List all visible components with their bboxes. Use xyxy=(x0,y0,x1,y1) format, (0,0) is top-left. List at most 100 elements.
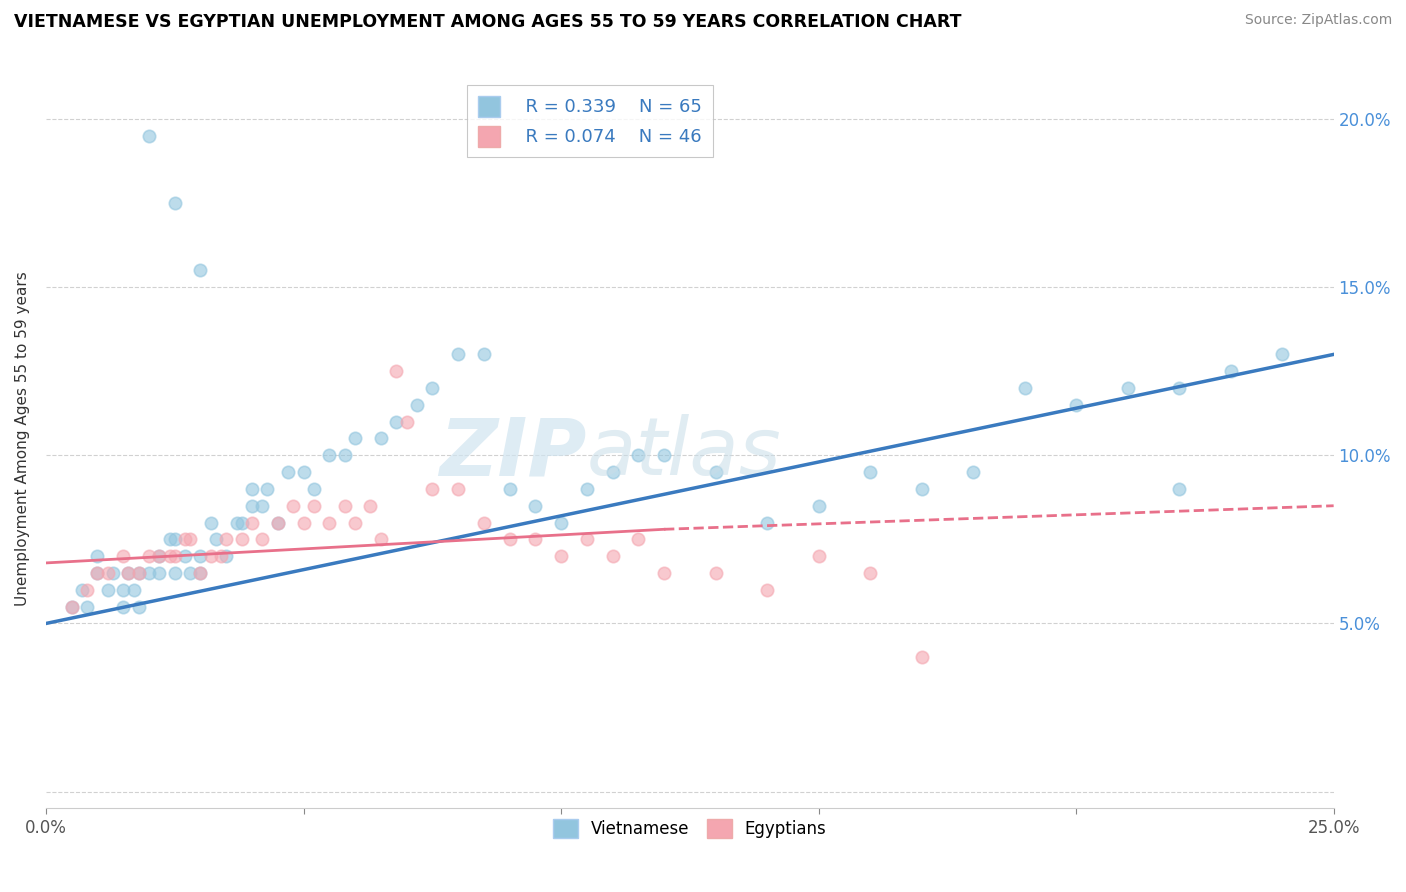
Point xyxy=(1168,381,1191,395)
Point xyxy=(112,549,135,564)
Point xyxy=(97,566,120,580)
Point xyxy=(550,549,572,564)
Point xyxy=(101,566,124,580)
Point xyxy=(602,465,624,479)
Point xyxy=(385,415,408,429)
Point xyxy=(215,549,238,564)
Text: Source: ZipAtlas.com: Source: ZipAtlas.com xyxy=(1244,13,1392,28)
Point xyxy=(148,566,170,580)
Point xyxy=(1064,398,1087,412)
Point xyxy=(174,533,197,547)
Point xyxy=(128,566,150,580)
Point xyxy=(420,381,443,395)
Point xyxy=(652,566,675,580)
Point xyxy=(200,549,222,564)
Point xyxy=(343,432,366,446)
Point xyxy=(267,516,290,530)
Point xyxy=(190,549,212,564)
Point xyxy=(148,549,170,564)
Point xyxy=(252,533,274,547)
Point xyxy=(122,582,145,597)
Point xyxy=(627,448,650,462)
Point xyxy=(174,549,197,564)
Point xyxy=(756,516,779,530)
Point xyxy=(498,533,520,547)
Point xyxy=(76,582,98,597)
Point xyxy=(1116,381,1139,395)
Point xyxy=(179,533,201,547)
Point xyxy=(652,448,675,462)
Point xyxy=(472,516,495,530)
Point xyxy=(575,482,598,496)
Point xyxy=(1271,347,1294,361)
Point xyxy=(117,566,139,580)
Point xyxy=(256,482,278,496)
Point xyxy=(117,566,139,580)
Point xyxy=(292,465,315,479)
Point xyxy=(112,599,135,614)
Point xyxy=(602,549,624,564)
Point xyxy=(159,549,181,564)
Point xyxy=(704,566,727,580)
Point xyxy=(148,549,170,564)
Point xyxy=(910,650,932,665)
Point xyxy=(524,499,547,513)
Point xyxy=(359,499,381,513)
Point xyxy=(472,347,495,361)
Point xyxy=(76,599,98,614)
Point xyxy=(318,448,340,462)
Point xyxy=(252,499,274,513)
Point xyxy=(962,465,984,479)
Point xyxy=(807,499,830,513)
Point xyxy=(627,533,650,547)
Point xyxy=(267,516,290,530)
Point xyxy=(447,482,470,496)
Point xyxy=(240,516,263,530)
Point xyxy=(231,533,253,547)
Point xyxy=(370,533,392,547)
Point xyxy=(60,599,83,614)
Point xyxy=(1219,364,1241,378)
Point xyxy=(283,499,305,513)
Point xyxy=(524,533,547,547)
Point xyxy=(163,533,186,547)
Point xyxy=(215,533,238,547)
Point xyxy=(70,582,93,597)
Point xyxy=(163,566,186,580)
Point xyxy=(60,599,83,614)
Point xyxy=(385,364,408,378)
Legend: Vietnamese, Egyptians: Vietnamese, Egyptians xyxy=(547,812,834,845)
Point xyxy=(292,516,315,530)
Point xyxy=(550,516,572,530)
Point xyxy=(205,533,228,547)
Point xyxy=(86,566,108,580)
Point xyxy=(405,398,427,412)
Point xyxy=(240,482,263,496)
Point xyxy=(333,448,356,462)
Point xyxy=(302,499,325,513)
Point xyxy=(112,582,135,597)
Point xyxy=(128,566,150,580)
Point xyxy=(97,582,120,597)
Point xyxy=(395,415,418,429)
Point xyxy=(704,465,727,479)
Point xyxy=(138,549,160,564)
Point xyxy=(318,516,340,530)
Point xyxy=(138,128,160,143)
Point xyxy=(190,566,212,580)
Y-axis label: Unemployment Among Ages 55 to 59 years: Unemployment Among Ages 55 to 59 years xyxy=(15,271,30,606)
Point xyxy=(302,482,325,496)
Point xyxy=(498,482,520,496)
Point xyxy=(859,465,882,479)
Point xyxy=(231,516,253,530)
Point xyxy=(575,533,598,547)
Point xyxy=(200,516,222,530)
Point xyxy=(159,533,181,547)
Point xyxy=(756,582,779,597)
Point xyxy=(859,566,882,580)
Point xyxy=(190,263,212,277)
Text: atlas: atlas xyxy=(586,414,782,492)
Point xyxy=(277,465,299,479)
Point xyxy=(1014,381,1036,395)
Point xyxy=(179,566,201,580)
